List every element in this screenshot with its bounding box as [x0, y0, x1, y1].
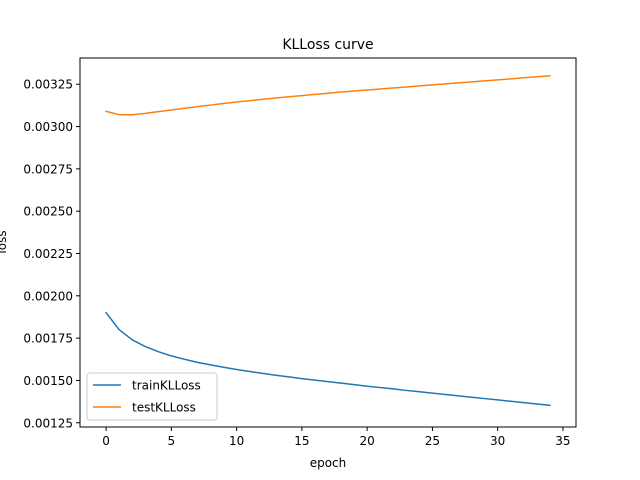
y-tick-label: 0.00300	[23, 120, 73, 134]
y-tick-label: 0.00125	[23, 416, 73, 430]
x-tick-label: 20	[360, 434, 375, 448]
x-tick-label: 10	[229, 434, 244, 448]
x-tick-label: 25	[425, 434, 440, 448]
y-tick-label: 0.00275	[23, 162, 73, 176]
y-tick-label: 0.00150	[23, 374, 73, 388]
y-axis-title: loss	[0, 230, 9, 253]
y-tick-label: 0.00175	[23, 332, 73, 346]
y-tick-label: 0.00225	[23, 247, 73, 261]
series-group	[105, 74, 551, 407]
y-tick-label: 0.00200	[23, 289, 73, 303]
chart-title: KLLoss curve	[282, 37, 373, 53]
x-tick-label: 5	[168, 434, 176, 448]
x-tick-label: 30	[490, 434, 505, 448]
axes-frame	[79, 57, 577, 428]
x-axis-title: epoch	[310, 456, 347, 470]
legend: trainKLLoss testKLLoss	[86, 372, 218, 421]
legend-label-train: trainKLLoss	[132, 379, 201, 393]
series-line-testKLLoss	[105, 74, 551, 116]
y-tick-label: 0.00325	[23, 78, 73, 92]
axes-background	[80, 58, 576, 427]
tick-group: 0 5 10 15 20 25 30 35 0.00125 0.00150 0.00175 0.002…	[23, 78, 570, 448]
legend-label-test: testKLLoss	[132, 401, 196, 415]
x-tick-label: 0	[102, 434, 110, 448]
y-tick-label: 0.00250	[23, 205, 73, 219]
series-line-trainKLLoss	[105, 311, 551, 407]
x-tick-label: 15	[294, 434, 309, 448]
x-tick-label: 35	[555, 434, 570, 448]
plot-area	[80, 58, 576, 427]
